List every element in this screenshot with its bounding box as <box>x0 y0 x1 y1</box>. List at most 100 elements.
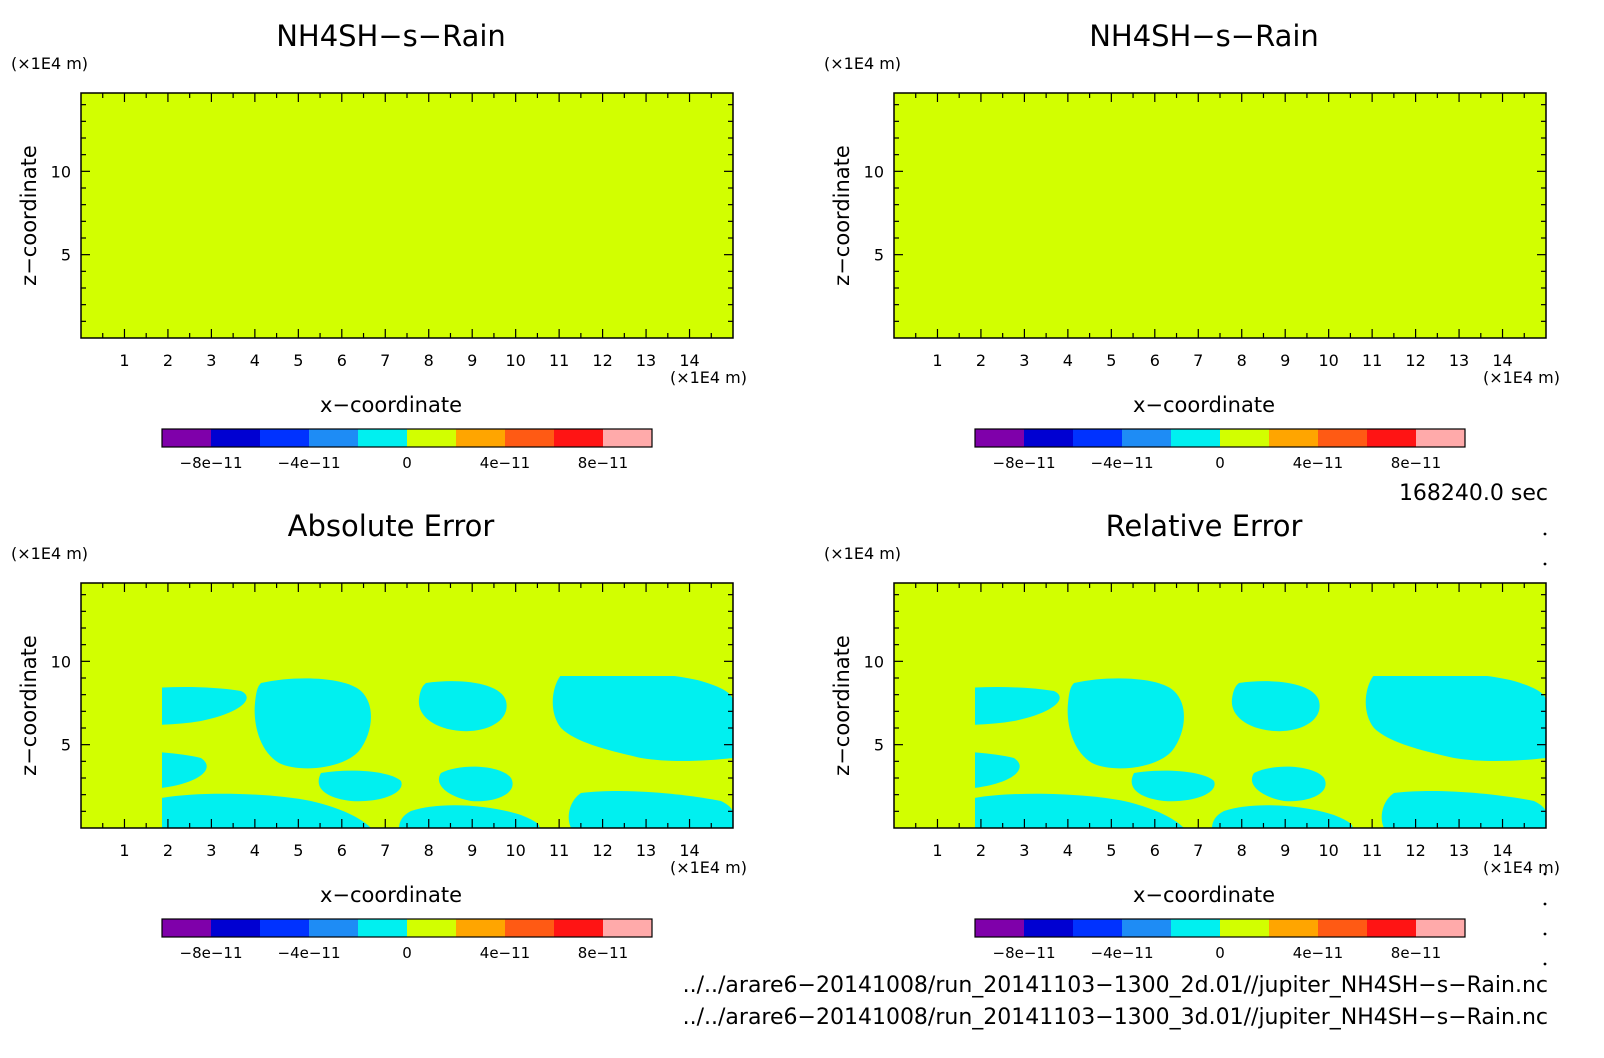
colorbar-swatch <box>309 919 358 937</box>
y-axis-label: z−coordinate <box>17 145 41 286</box>
colorbar-swatch <box>1367 919 1416 937</box>
y-tick-label: 10 <box>51 162 71 181</box>
x-tick-label: 5 <box>1106 841 1116 860</box>
colorbar-tick-label: 8e−11 <box>578 944 628 962</box>
x-tick-label: 13 <box>636 841 656 860</box>
colorbar-tick-label: −8e−11 <box>180 454 243 472</box>
x-tick-label: 2 <box>976 351 986 370</box>
x-tick-label: 7 <box>380 351 390 370</box>
colorbar-swatch <box>1122 429 1171 447</box>
colorbar-swatch <box>603 429 652 447</box>
x-tick-label: 6 <box>1150 351 1160 370</box>
colorbar-tick-label: −4e−11 <box>278 454 341 472</box>
x-tick-label: 4 <box>1063 351 1073 370</box>
x-tick-label: 6 <box>337 351 347 370</box>
contour-patch <box>568 790 733 828</box>
colorbar-swatch <box>1318 429 1367 447</box>
x-tick-label: 1 <box>932 841 942 860</box>
colorbar-swatch <box>975 919 1024 937</box>
x-tick-label: 6 <box>337 841 347 860</box>
panel-title: NH4SH−s−Rain <box>1089 19 1319 53</box>
colorbar: −8e−11 −4e−11 0 4e−11 8e−11 <box>974 918 1466 962</box>
colorbar: −8e−11 −4e−11 0 4e−11 8e−11 <box>974 428 1466 472</box>
panel-3: Absolute Error(×1E4 m)1 2 3 4 5 6 7 8 9 10 11 12 13 1… <box>11 509 747 962</box>
colorbar-swatch <box>1122 919 1171 937</box>
panel-title: Relative Error <box>1106 509 1303 543</box>
colorbar-swatch <box>1367 429 1416 447</box>
y-tick-label: 10 <box>864 652 884 671</box>
x-tick-label: 13 <box>1449 841 1469 860</box>
x-tick-label: 3 <box>206 351 216 370</box>
x-tick-label: 4 <box>250 351 260 370</box>
x-unit-label: (×1E4 m) <box>1483 368 1560 387</box>
colorbar-swatch <box>1220 919 1269 937</box>
x-tick-label: 1 <box>932 351 942 370</box>
y-tick-label: 5 <box>61 246 71 265</box>
colorbar-swatch <box>162 429 211 447</box>
x-tick-label: 12 <box>1405 351 1425 370</box>
contour-patch <box>1131 770 1215 802</box>
colorbar-tick-label: 8e−11 <box>1391 944 1441 962</box>
colorbar-tick-label: 0 <box>402 944 412 962</box>
x-tick-label: 8 <box>424 841 434 860</box>
x-unit-label: (×1E4 m) <box>670 858 747 877</box>
stray-dots <box>1543 532 1547 966</box>
contour-patch <box>162 793 371 828</box>
contour-patch <box>418 681 507 732</box>
y-tick-label: 5 <box>874 246 884 265</box>
file-path-2d: ../../arare6−20141008/run_20141103−1300_… <box>683 973 1548 998</box>
colorbar-tick-label: 4e−11 <box>480 944 530 962</box>
x-tick-label: 10 <box>1318 841 1338 860</box>
x-tick-label: 3 <box>1019 351 1029 370</box>
x-tick-label: 14 <box>1492 841 1512 860</box>
contour-patch <box>975 687 1060 725</box>
x-tick-label: 4 <box>250 841 260 860</box>
y-unit-label: (×1E4 m) <box>11 54 88 73</box>
x-tick-label: 12 <box>592 351 612 370</box>
colorbar-tick-label: 8e−11 <box>578 454 628 472</box>
contour-patch <box>1365 676 1546 762</box>
colorbar-frame <box>161 428 653 448</box>
y-axis-label: z−coordinate <box>17 635 41 776</box>
x-tick-label: 11 <box>549 351 569 370</box>
colorbar-swatch <box>1073 429 1122 447</box>
contour-patch <box>438 766 513 802</box>
x-tick-label: 14 <box>679 841 699 860</box>
colorbar-swatch <box>358 429 407 447</box>
x-tick-label: 11 <box>549 841 569 860</box>
x-axis-label: x−coordinate <box>320 883 462 907</box>
colorbar-swatch <box>407 429 456 447</box>
contour-patch <box>1212 805 1353 828</box>
colorbar-swatch <box>1024 429 1073 447</box>
contour-patch <box>552 676 733 762</box>
colorbar-frame <box>161 918 653 938</box>
contour-patch <box>162 752 207 788</box>
plot-area <box>894 93 1546 338</box>
x-axis-label: x−coordinate <box>1133 393 1275 417</box>
x-tick-label: 9 <box>1280 351 1290 370</box>
file-path-3d: ../../arare6−20141008/run_20141103−1300_… <box>683 1005 1548 1030</box>
x-tick-label: 8 <box>1237 841 1247 860</box>
colorbar-tick-label: −8e−11 <box>993 454 1056 472</box>
x-tick-label: 3 <box>206 841 216 860</box>
contour-patch <box>254 678 371 769</box>
contour-patch <box>1381 790 1546 828</box>
time-label: 168240.0 sec <box>1399 481 1548 506</box>
x-tick-label: 9 <box>467 841 477 860</box>
colorbar-swatch <box>1073 919 1122 937</box>
x-tick-label: 4 <box>1063 841 1073 860</box>
colorbar-tick-label: 8e−11 <box>1391 454 1441 472</box>
x-tick-label: 11 <box>1362 351 1382 370</box>
contour-patch <box>975 793 1184 828</box>
colorbar-swatch <box>603 919 652 937</box>
colorbar-tick-label: 4e−11 <box>1293 944 1343 962</box>
x-tick-label: 7 <box>380 841 390 860</box>
contour-patch <box>162 687 247 725</box>
x-tick-label: 12 <box>1405 841 1425 860</box>
x-axis-label: x−coordinate <box>1133 883 1275 907</box>
colorbar: −8e−11 −4e−11 0 4e−11 8e−11 <box>161 918 653 962</box>
colorbar-tick-label: 0 <box>1215 454 1225 472</box>
colorbar-swatch <box>505 919 554 937</box>
x-tick-label: 9 <box>467 351 477 370</box>
colorbar-tick-label: −4e−11 <box>278 944 341 962</box>
